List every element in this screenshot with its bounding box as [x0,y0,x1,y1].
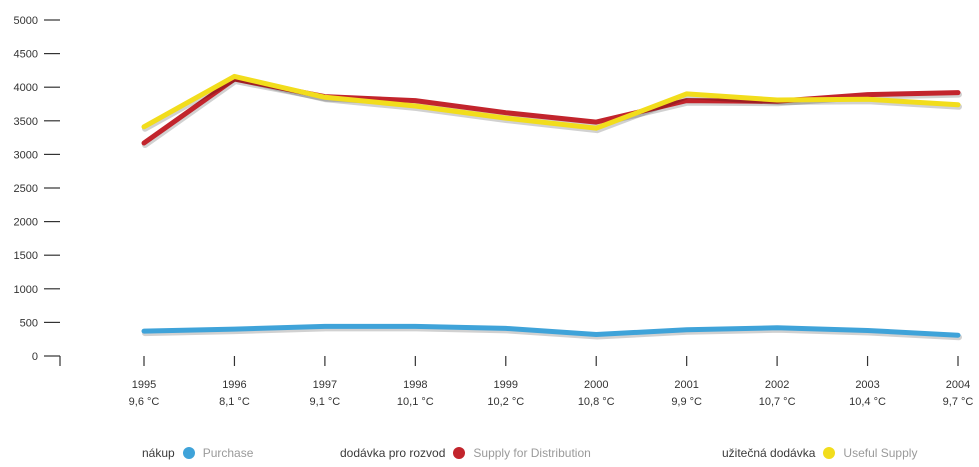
x-tick-label: 1996 [222,379,246,391]
y-tick-label: 1500 [14,250,38,262]
x-tick-label: 2003 [855,379,879,391]
y-tick-label: 2500 [14,183,38,195]
legend-swatch-purchase [182,447,195,459]
legend-label: Purchase [202,446,254,460]
series-line-purchase [141,323,961,338]
y-tick-label: 2000 [14,217,38,229]
x-tick-label: 2004 [946,379,970,391]
x-tick-sublabel: 9,7 °C [943,396,974,408]
x-tick-sublabel: 10,7 °C [759,396,796,408]
legend-label-local: užitečná dodávka [722,446,816,460]
x-tick-label: 1997 [313,379,337,391]
x-tick-sublabel: 9,9 °C [671,396,702,408]
legend-label-local: nákup [142,446,175,460]
legend-item-supply-distribution: dodávka pro rozvod Supply for Distributi… [340,444,591,462]
y-tick-label: 500 [20,317,38,329]
y-tick-label: 1000 [14,284,38,296]
series-line-useful-supply [141,73,961,131]
legend-label: Supply for Distribution [473,446,591,460]
y-tick-label: 3500 [14,116,38,128]
legend-swatch-supply-distribution [453,447,466,459]
legend-label: Useful Supply [843,446,918,460]
x-axis: 1995 9,6 °C 1996 8,1 °C 1997 9,1 °C 1998 10,1 °… [129,356,974,408]
x-tick-sublabel: 10,8 °C [578,396,615,408]
x-tick-label: 2001 [674,379,698,391]
y-tick-label: 5000 [14,15,38,27]
x-tick-label: 1999 [494,379,518,391]
legend-label-local: dodávka pro rozvod [340,446,446,460]
x-tick-sublabel: 9,1 °C [310,396,341,408]
x-tick-sublabel: 10,4 °C [849,396,886,408]
y-tick-label: 3000 [14,149,38,161]
x-tick-label: 2002 [765,379,789,391]
y-tick-label: 4500 [14,49,38,61]
y-axis: 0 500 1000 1500 2000 2500 3000 3500 4000 4500 5000 [14,15,61,366]
legend-item-useful-supply: užitečná dodávka Useful Supply [722,444,917,462]
y-tick-label: 4000 [14,82,38,94]
series-lines [141,73,962,341]
x-tick-label: 2000 [584,379,608,391]
x-tick-label: 1995 [132,379,156,391]
legend-swatch-useful-supply [823,447,836,459]
x-tick-label: 1998 [403,379,427,391]
x-tick-sublabel: 10,1 °C [397,396,434,408]
x-tick-sublabel: 9,6 °C [129,396,160,408]
legend-item-purchase: nákup Purchase [142,444,253,462]
series-line-shadow-supply-distribution [142,78,962,148]
x-tick-sublabel: 10,2 °C [487,396,524,408]
x-tick-sublabel: 8,1 °C [219,396,250,408]
y-tick-label: 0 [32,351,38,363]
